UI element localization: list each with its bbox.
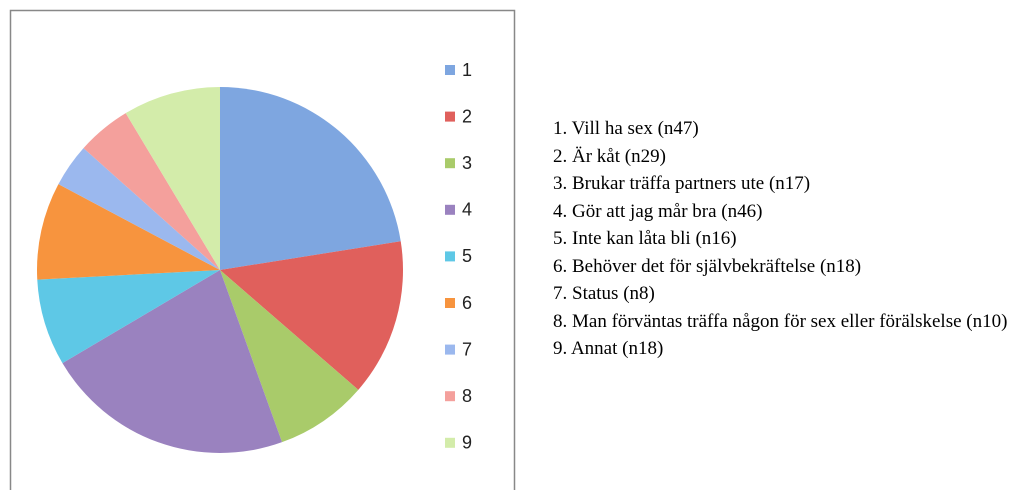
legend-swatch <box>445 158 455 169</box>
legend-label: 9 <box>462 433 472 453</box>
legend-label: 8 <box>462 386 472 406</box>
legend-label: 3 <box>462 153 472 173</box>
notes-list: 1. Vill ha sex (n47) 2. Är kåt (n29) 3. Br… <box>553 115 1033 363</box>
pie-slice <box>37 184 220 280</box>
note-item: 9. Annat (n18) <box>553 338 664 359</box>
legend-swatch <box>445 344 455 355</box>
legend-label: 2 <box>462 106 472 126</box>
pie-slice <box>220 270 359 443</box>
chart-frame <box>9 9 516 490</box>
legend-swatch <box>445 65 455 75</box>
note-item: 6. Behöver det för självbekräftelse (n18… <box>553 255 862 277</box>
legend-label: 5 <box>462 246 472 266</box>
note-item: 2. Är kåt (n29) <box>553 145 666 167</box>
note-item: 3. Brukar träffa partners ute (n17) <box>553 173 811 194</box>
legend-label: 7 <box>462 339 472 359</box>
pie-slice <box>37 270 220 364</box>
note-item: 1. Vill ha sex (n47) <box>553 118 699 139</box>
note-item: 4. Gör att jag mår bra (n46) <box>553 200 763 222</box>
pie-slice <box>220 241 404 390</box>
legend-label: 1 <box>462 60 472 80</box>
legend-swatch <box>445 298 455 308</box>
legend-swatch <box>445 391 455 402</box>
pie-slice <box>83 113 220 270</box>
legend-swatch <box>445 251 455 262</box>
pie-slice <box>58 148 220 270</box>
chart: 1 2 3 4 5 6 7 8 9 <box>9 9 516 490</box>
legend-label: 6 <box>462 293 472 313</box>
legend-label: 4 <box>462 200 472 220</box>
pie-slice <box>125 87 220 270</box>
note-item: 5. Inte kan låta bli (n16) <box>553 228 737 249</box>
legend-swatch <box>445 111 455 122</box>
pie-slice <box>62 270 283 454</box>
pie-slice <box>220 87 401 270</box>
legend-swatch <box>445 437 455 448</box>
legend-swatch <box>445 204 455 215</box>
note-item: 7. Status (n8) <box>553 283 655 304</box>
note-item: 8. Man förväntas träffa någon för sex el… <box>553 310 1008 332</box>
